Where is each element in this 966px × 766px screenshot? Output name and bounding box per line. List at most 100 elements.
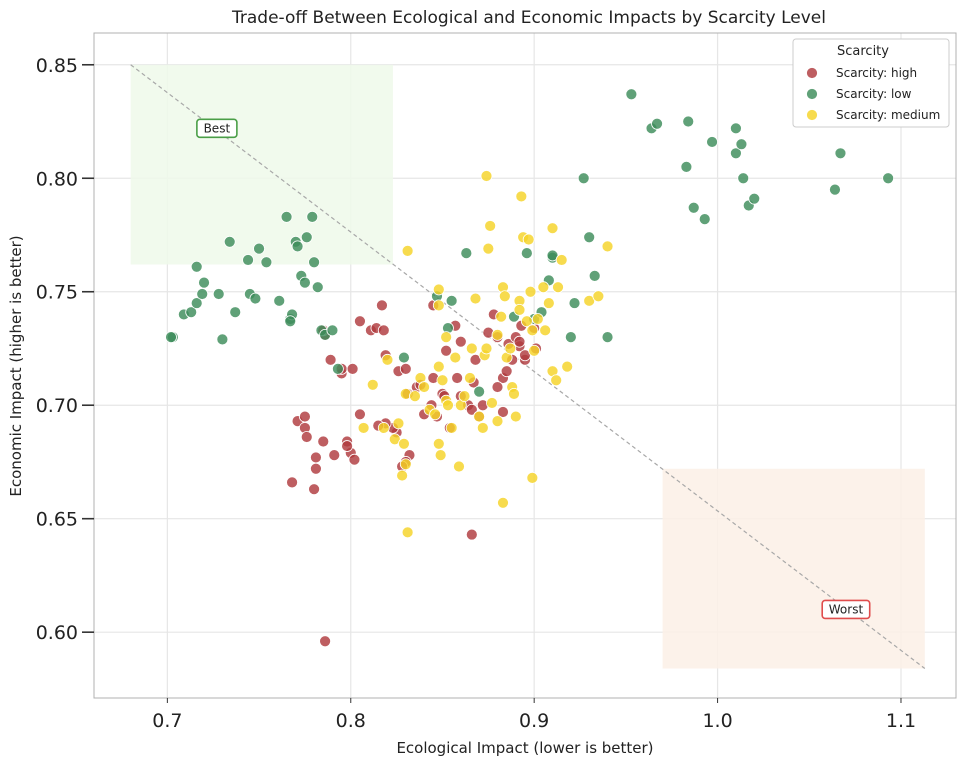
y-tick-label: 0.75 bbox=[36, 282, 78, 304]
point-low bbox=[460, 247, 473, 260]
point-medium bbox=[434, 449, 447, 462]
point-high bbox=[454, 335, 467, 348]
point-medium bbox=[515, 190, 528, 203]
point-high bbox=[324, 353, 337, 366]
point-low bbox=[249, 292, 262, 305]
point-medium bbox=[601, 240, 614, 253]
point-medium bbox=[509, 410, 522, 423]
point-medium bbox=[480, 342, 493, 355]
point-medium bbox=[465, 342, 478, 355]
point-high bbox=[451, 372, 464, 384]
point-medium bbox=[442, 399, 454, 412]
point-medium bbox=[432, 437, 445, 450]
point-low bbox=[735, 138, 748, 151]
point-high bbox=[310, 462, 322, 475]
point-low bbox=[882, 172, 895, 185]
axes-frame bbox=[93, 32, 957, 699]
point-low bbox=[216, 333, 229, 346]
chart-title: Trade-off Between Ecological and Economi… bbox=[231, 8, 826, 28]
point-low bbox=[834, 147, 847, 160]
point-high bbox=[286, 476, 298, 489]
point-low bbox=[680, 161, 693, 173]
point-high bbox=[300, 431, 313, 443]
x-tick-label: 0.9 bbox=[519, 710, 549, 732]
x-tick-label: 1.0 bbox=[702, 710, 732, 732]
point-low bbox=[682, 115, 695, 128]
point-medium bbox=[497, 496, 509, 509]
legend-title: Scarcity bbox=[837, 44, 889, 59]
point-low bbox=[568, 297, 581, 309]
legend-marker-low bbox=[806, 88, 818, 100]
point-low bbox=[165, 331, 177, 344]
point-low bbox=[564, 331, 577, 344]
point-medium bbox=[432, 299, 445, 312]
point-low bbox=[698, 213, 711, 226]
point-high bbox=[328, 449, 341, 462]
point-medium bbox=[401, 244, 414, 257]
point-medium bbox=[432, 283, 445, 296]
point-low bbox=[185, 306, 198, 319]
x-tick-label: 1.1 bbox=[886, 710, 916, 732]
legend-label-medium: Scarcity: medium bbox=[836, 108, 940, 122]
point-low bbox=[625, 88, 638, 101]
point-low bbox=[473, 385, 486, 398]
point-high bbox=[377, 324, 390, 337]
point-medium bbox=[445, 422, 458, 434]
point-high bbox=[500, 365, 513, 378]
point-medium bbox=[491, 328, 504, 341]
point-high bbox=[399, 363, 412, 375]
tradeoff-diagonal bbox=[130, 64, 926, 669]
point-low bbox=[190, 260, 203, 273]
point-medium bbox=[498, 290, 511, 303]
point-low bbox=[829, 183, 841, 196]
point-low bbox=[299, 276, 311, 289]
point-high bbox=[346, 363, 359, 375]
point-high bbox=[348, 453, 361, 466]
data-points bbox=[165, 88, 895, 648]
point-low bbox=[601, 331, 614, 344]
point-low bbox=[212, 288, 225, 300]
point-medium bbox=[429, 408, 442, 421]
point-medium bbox=[555, 254, 568, 266]
point-medium bbox=[401, 526, 414, 539]
point-medium bbox=[399, 458, 412, 471]
point-medium bbox=[418, 381, 431, 393]
point-low bbox=[588, 269, 601, 282]
point-low bbox=[398, 351, 410, 364]
point-medium bbox=[453, 460, 465, 473]
point-high bbox=[299, 410, 311, 423]
point-medium bbox=[531, 313, 544, 325]
point-low bbox=[706, 136, 718, 148]
point-medium bbox=[520, 315, 533, 328]
point-medium bbox=[366, 378, 379, 391]
point-medium bbox=[592, 290, 605, 303]
point-medium bbox=[409, 390, 421, 403]
point-medium bbox=[436, 374, 449, 387]
point-medium bbox=[495, 310, 508, 323]
legend-marker-high bbox=[806, 67, 818, 79]
point-medium bbox=[528, 344, 541, 357]
annotation-box bbox=[821, 599, 871, 620]
point-low bbox=[284, 315, 297, 328]
point-medium bbox=[537, 281, 550, 294]
legend-marker-medium bbox=[806, 109, 818, 121]
point-low bbox=[687, 201, 700, 214]
point-low bbox=[520, 247, 533, 260]
point-low bbox=[260, 256, 273, 269]
point-medium bbox=[542, 297, 555, 309]
point-low bbox=[583, 231, 596, 244]
point-medium bbox=[526, 471, 539, 484]
point-medium bbox=[539, 324, 552, 337]
point-high bbox=[317, 435, 330, 448]
point-high bbox=[465, 528, 478, 541]
point-medium bbox=[486, 397, 498, 409]
point-medium bbox=[526, 324, 539, 337]
y-axis-label: Economic Impact (higher is better) bbox=[7, 235, 25, 496]
point-low bbox=[651, 117, 663, 130]
point-low bbox=[196, 288, 209, 300]
point-high bbox=[465, 403, 478, 416]
point-medium bbox=[561, 360, 574, 373]
point-low bbox=[300, 231, 313, 244]
y-tick-label: 0.70 bbox=[36, 395, 78, 417]
point-low bbox=[273, 294, 286, 307]
